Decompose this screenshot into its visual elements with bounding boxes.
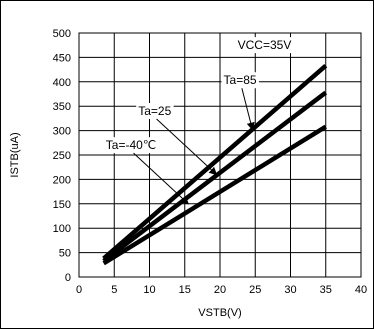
x-tick-label: 30 [284,284,296,296]
y-axis-label: ISTB(uA) [9,132,21,177]
series-lines [102,63,328,266]
y-tick-label: 350 [53,101,71,113]
annotation-bg [136,102,174,119]
annotation-bg [235,37,294,54]
annotation-label: Ta=85 [224,73,257,87]
annotation-label: VCC=35V [238,38,292,52]
x-tick-label: 5 [111,284,117,296]
annotation-label: Ta=25 [138,104,171,118]
x-axis-label: VSTB(V) [198,307,241,319]
annotation-bg [221,72,259,89]
x-tick-label: 35 [320,284,332,296]
y-tick-label: 500 [53,28,71,40]
y-tick-label: 400 [53,77,71,89]
y-tick-label: 250 [53,150,71,162]
annotation-arrow [133,152,190,205]
y-tick-label: 300 [53,126,71,138]
annotation-arrow [241,88,255,131]
annotations: VCC=35V Ta=85 Ta=25 Ta=-40℃ [103,37,294,205]
x-tick-label: 0 [76,284,82,296]
y-tick-label: 150 [53,199,71,211]
annotation-label: Ta=-40℃ [106,138,157,152]
y-tick-label: 450 [53,52,71,64]
annotation-arrow [156,118,218,176]
series-line [102,90,328,263]
y-tick-label: 50 [59,248,71,260]
x-tick-label: 15 [179,284,191,296]
series-line [102,124,327,266]
series-line [102,63,328,261]
x-tick-label: 10 [143,284,155,296]
x-tick-label: 40 [355,284,367,296]
y-tick-label: 0 [65,272,71,284]
y-tick-label: 100 [53,223,71,235]
y-tick-label: 200 [53,174,71,186]
axes: 0 5 10 15 20 25 30 35 40050100150200250300350400… [53,28,367,296]
annotation-bg [103,137,159,154]
x-tick-label: 25 [249,284,261,296]
plot-border [78,32,362,278]
x-tick-label: 20 [214,284,226,296]
